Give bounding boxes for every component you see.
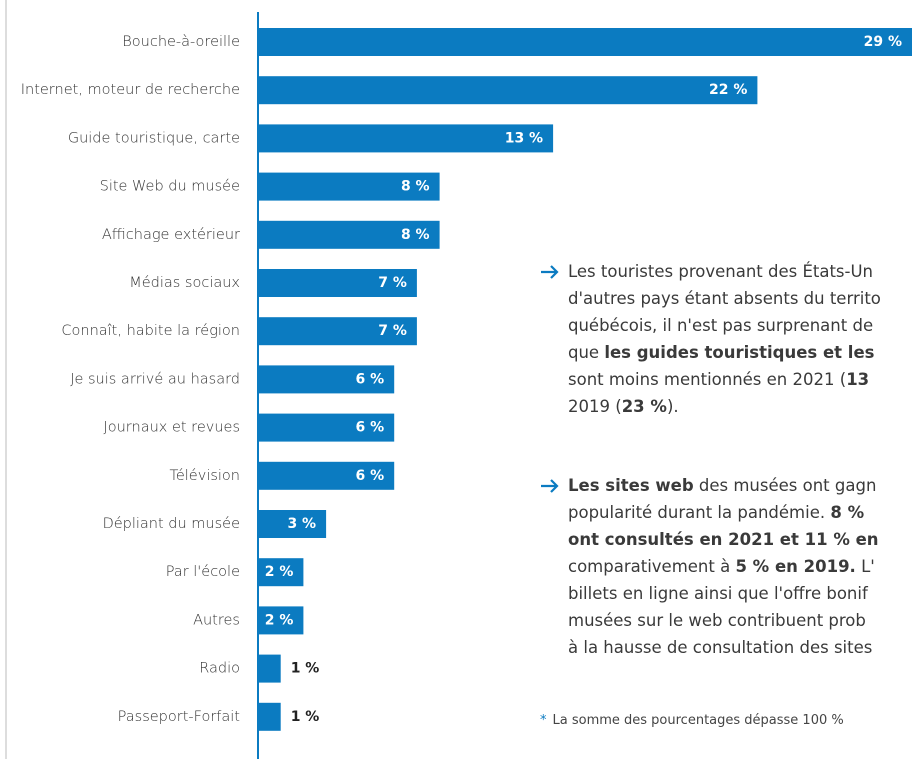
bar	[258, 76, 758, 105]
bar	[258, 461, 395, 490]
value-label: 6 %	[356, 468, 385, 484]
note-text: 23 %	[621, 397, 667, 416]
bar	[258, 220, 440, 249]
bar	[258, 510, 327, 538]
note-text: ).	[666, 397, 679, 416]
category-label: Affichage extérieur	[102, 227, 240, 243]
category-label: Par l'école	[166, 564, 240, 580]
value-label: 7 %	[378, 323, 407, 339]
footnote: * La somme des pourcentages dépasse 100 %	[540, 713, 844, 728]
footnote-marker: *	[540, 713, 547, 728]
arrow-icon	[541, 479, 559, 493]
note-line: billets en ligne ainsi que l'offre bonif	[568, 580, 879, 607]
bar	[258, 365, 395, 394]
bar	[258, 702, 281, 731]
note-text: ont consultés en 2021 et 11 % en	[568, 530, 879, 549]
value-label: 22 %	[709, 82, 747, 98]
bar	[258, 28, 912, 56]
bar	[258, 269, 417, 297]
bar	[258, 654, 281, 683]
value-label: 6 %	[356, 371, 385, 387]
category-label: Guide touristique, carte	[68, 130, 240, 146]
note-text: popularité durant la pandémie.	[568, 503, 831, 522]
note-line: Les sites web des musées ont gagn	[568, 472, 879, 499]
category-label: Bouche-à-oreille	[122, 34, 240, 50]
category-label: Journaux et revues	[103, 420, 240, 436]
note-line: musées sur le web contribuent prob	[568, 607, 879, 634]
note-text: billets en ligne ainsi que l'offre bonif	[568, 584, 868, 603]
note-line: ont consultés en 2021 et 11 % en	[568, 526, 879, 553]
note-text: Les touristes provenant des États-Un	[568, 262, 874, 281]
note-text: L'	[855, 557, 875, 576]
note-line: d'autres pays étant absents du territo	[568, 285, 881, 312]
note-text: 5 % en 2019.	[735, 557, 856, 576]
category-label: Site Web du musée	[100, 179, 240, 195]
category-label: Médias sociaux	[129, 275, 240, 291]
note-text: que	[568, 343, 605, 362]
category-label: Connaît, habite la région	[61, 323, 240, 339]
value-label: 8 %	[401, 179, 430, 195]
note-text: d'autres pays étant absents du territo	[568, 289, 881, 308]
note-line: sont moins mentionnés en 2021 (13	[568, 366, 881, 393]
bar	[258, 558, 304, 587]
footnote-text: La somme des pourcentages dépasse 100 %	[552, 713, 844, 728]
note-line: à la hausse de consultation des sites	[568, 634, 879, 661]
note-line: que les guides touristiques et les	[568, 339, 881, 366]
category-label: Passeport-Forfait	[118, 709, 241, 725]
note-text: les guides touristiques et les	[604, 343, 875, 362]
value-label: 1 %	[291, 661, 320, 677]
note-line: 2019 (23 %).	[568, 393, 881, 420]
note-line: Les touristes provenant des États-Un	[568, 258, 881, 285]
category-label: Internet, moteur de recherche	[21, 82, 240, 98]
arrow-icon	[541, 265, 559, 279]
category-label: Radio	[199, 661, 240, 677]
note-text: sont moins mentionnés en 2021 (	[568, 370, 847, 389]
note-text: 8 %	[830, 503, 865, 522]
category-label: Je suis arrivé au hasard	[70, 371, 240, 387]
note-text: 2019 (	[568, 397, 622, 416]
value-label: 29 %	[864, 34, 902, 50]
note: Les sites web des musées ont gagn popular…	[568, 472, 879, 661]
bar	[258, 172, 440, 201]
note-line: popularité durant la pandémie. 8 %	[568, 499, 879, 526]
value-label: 2 %	[265, 612, 294, 628]
category-label: Télévision	[169, 468, 240, 484]
value-label: 1 %	[291, 709, 320, 725]
value-label: 7 %	[378, 275, 407, 291]
note: Les touristes provenant des États-Un d'au…	[568, 258, 881, 420]
note-line: québécois, il n'est pas surprenant de	[568, 312, 881, 339]
bar	[258, 413, 395, 442]
category-label: Autres	[193, 612, 240, 628]
category-label: Dépliant du musée	[103, 516, 240, 532]
value-label: 2 %	[265, 564, 294, 580]
note-text: 13	[846, 370, 870, 389]
note-text: des musées ont gagn	[693, 476, 877, 495]
bar	[258, 124, 554, 153]
note-text: comparativement à	[568, 557, 736, 576]
value-label: 8 %	[401, 227, 430, 243]
bar	[258, 317, 417, 346]
value-label: 6 %	[356, 420, 385, 436]
note-line: comparativement à 5 % en 2019. L'	[568, 553, 879, 580]
value-label: 3 %	[287, 516, 316, 532]
note-text: à la hausse de consultation des sites	[568, 638, 873, 657]
value-label: 13 %	[505, 130, 543, 146]
note-text: Les sites web	[568, 476, 694, 495]
note-text: québécois, il n'est pas surprenant de	[568, 316, 874, 335]
bar	[258, 606, 304, 635]
note-text: musées sur le web contribuent prob	[568, 611, 866, 630]
